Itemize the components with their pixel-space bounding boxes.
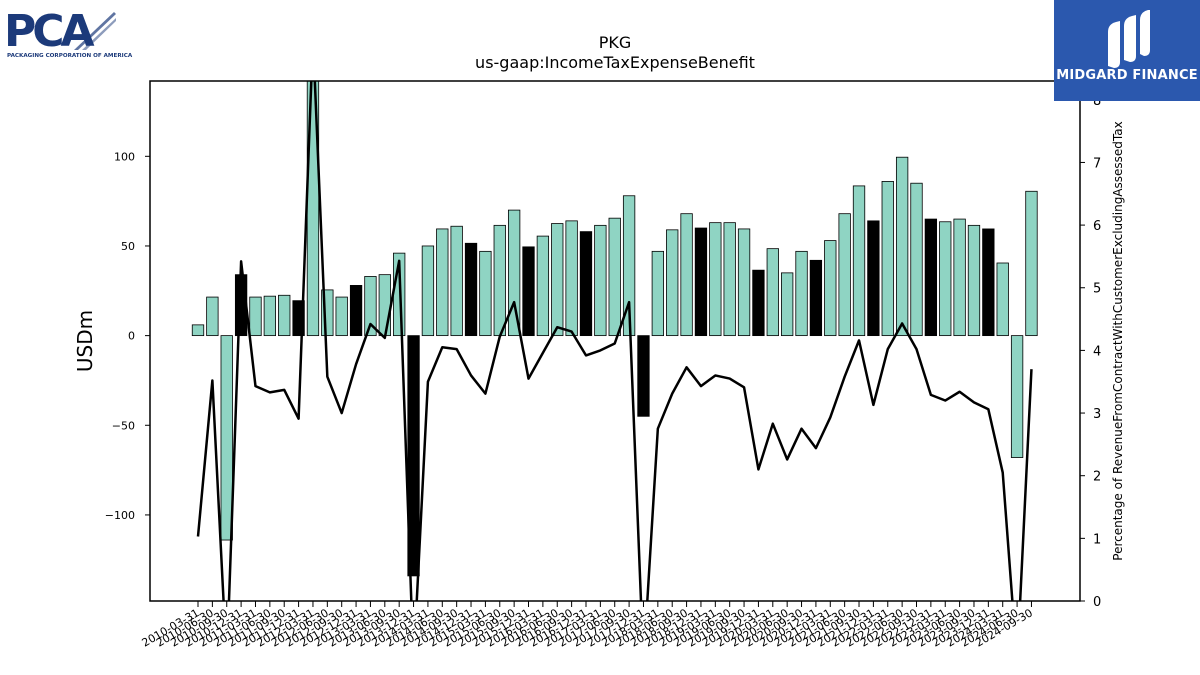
bar	[278, 294, 291, 337]
y-axis-right-label: Percentage of RevenueFromContractWithCus…	[1111, 121, 1125, 560]
bar	[795, 250, 808, 337]
pca-logo-mark: PCA	[4, 6, 116, 57]
bar	[982, 228, 995, 337]
y-axis-left: −100 −50 0 50 100	[105, 150, 150, 522]
bar	[191, 324, 205, 337]
bar	[852, 185, 866, 337]
bar	[723, 222, 736, 337]
bar	[507, 209, 521, 337]
y-axis-label: USDm	[73, 310, 97, 372]
y-right-tick-label: 1	[1093, 532, 1101, 547]
bar	[680, 213, 693, 337]
bar	[953, 218, 966, 337]
pca-logo: PCA PACKAGING CORPORATION OF AMERICA	[4, 6, 132, 64]
bar	[895, 156, 909, 337]
y-right-tick-label: 7	[1093, 156, 1101, 171]
bar	[867, 220, 880, 337]
bar	[421, 245, 435, 337]
chart-subtitle: us-gaap:IncomeTaxExpenseBenefit	[475, 53, 755, 72]
y-axis-right: 0 1 2 3 4 5 6 7 8	[1080, 94, 1101, 610]
bar	[536, 235, 550, 337]
bar	[321, 289, 334, 337]
bar	[364, 276, 377, 337]
bar	[939, 221, 952, 337]
bar	[249, 296, 262, 337]
bar	[522, 246, 535, 337]
y-right-tick-label: 2	[1093, 470, 1101, 485]
y-right-tick-label: 0	[1093, 595, 1101, 610]
bar	[263, 295, 277, 337]
bar	[608, 217, 621, 337]
svg-text:PCA: PCA	[4, 6, 95, 52]
bar	[594, 224, 607, 337]
bar	[206, 296, 219, 337]
y-tick-label: 100	[114, 150, 135, 163]
y-tick-label: 50	[121, 240, 135, 253]
bar	[551, 223, 564, 337]
bar	[737, 228, 751, 337]
line-series	[196, 81, 1033, 601]
bar	[781, 272, 794, 337]
bar	[479, 250, 492, 337]
bar	[407, 335, 420, 577]
midgard-logo-text: MIDGARD FINANCE	[1056, 68, 1198, 83]
y-tick-label: −50	[112, 419, 135, 432]
bar	[967, 224, 981, 337]
y-right-tick-label: 3	[1093, 407, 1101, 422]
line-series-group	[196, 81, 1033, 601]
bar	[450, 225, 463, 337]
bar	[881, 181, 894, 337]
y-right-tick-label: 4	[1093, 344, 1101, 359]
midgard-logo-icon	[1108, 10, 1150, 68]
bar	[924, 218, 938, 337]
midgard-finance-logo: MIDGARD FINANCE	[1054, 0, 1200, 101]
bar	[565, 220, 578, 337]
bar	[1025, 190, 1038, 337]
bar	[996, 262, 1009, 337]
bar	[651, 250, 664, 337]
y-tick-label: 0	[128, 330, 135, 343]
bar	[220, 335, 233, 541]
y-tick-label: −100	[105, 509, 135, 522]
bar	[824, 240, 837, 337]
bar	[637, 335, 650, 417]
bar	[1010, 335, 1024, 458]
x-axis: 2010-03-312010-06-302010-09-302010-12-31…	[140, 601, 1035, 650]
y-right-tick-label: 8	[1093, 94, 1101, 109]
bar	[493, 224, 506, 337]
bar	[464, 242, 478, 337]
bar	[910, 182, 923, 337]
bar	[436, 228, 449, 337]
bar	[622, 195, 636, 337]
chart-title: PKG	[599, 33, 632, 52]
bar	[335, 296, 348, 337]
bar	[378, 274, 391, 337]
bar	[579, 231, 593, 337]
pca-logo-subtext: PACKAGING CORPORATION OF AMERICA	[7, 53, 133, 59]
bar	[752, 269, 765, 337]
bar	[292, 300, 305, 337]
bar	[349, 285, 363, 337]
bar	[766, 248, 779, 337]
bar	[694, 227, 708, 337]
y-right-tick-label: 5	[1093, 282, 1101, 297]
bar-series	[191, 81, 1038, 577]
bar	[709, 222, 722, 337]
bar	[809, 259, 823, 337]
bar	[666, 229, 679, 337]
bar	[838, 213, 851, 337]
y-right-tick-label: 6	[1093, 219, 1101, 234]
